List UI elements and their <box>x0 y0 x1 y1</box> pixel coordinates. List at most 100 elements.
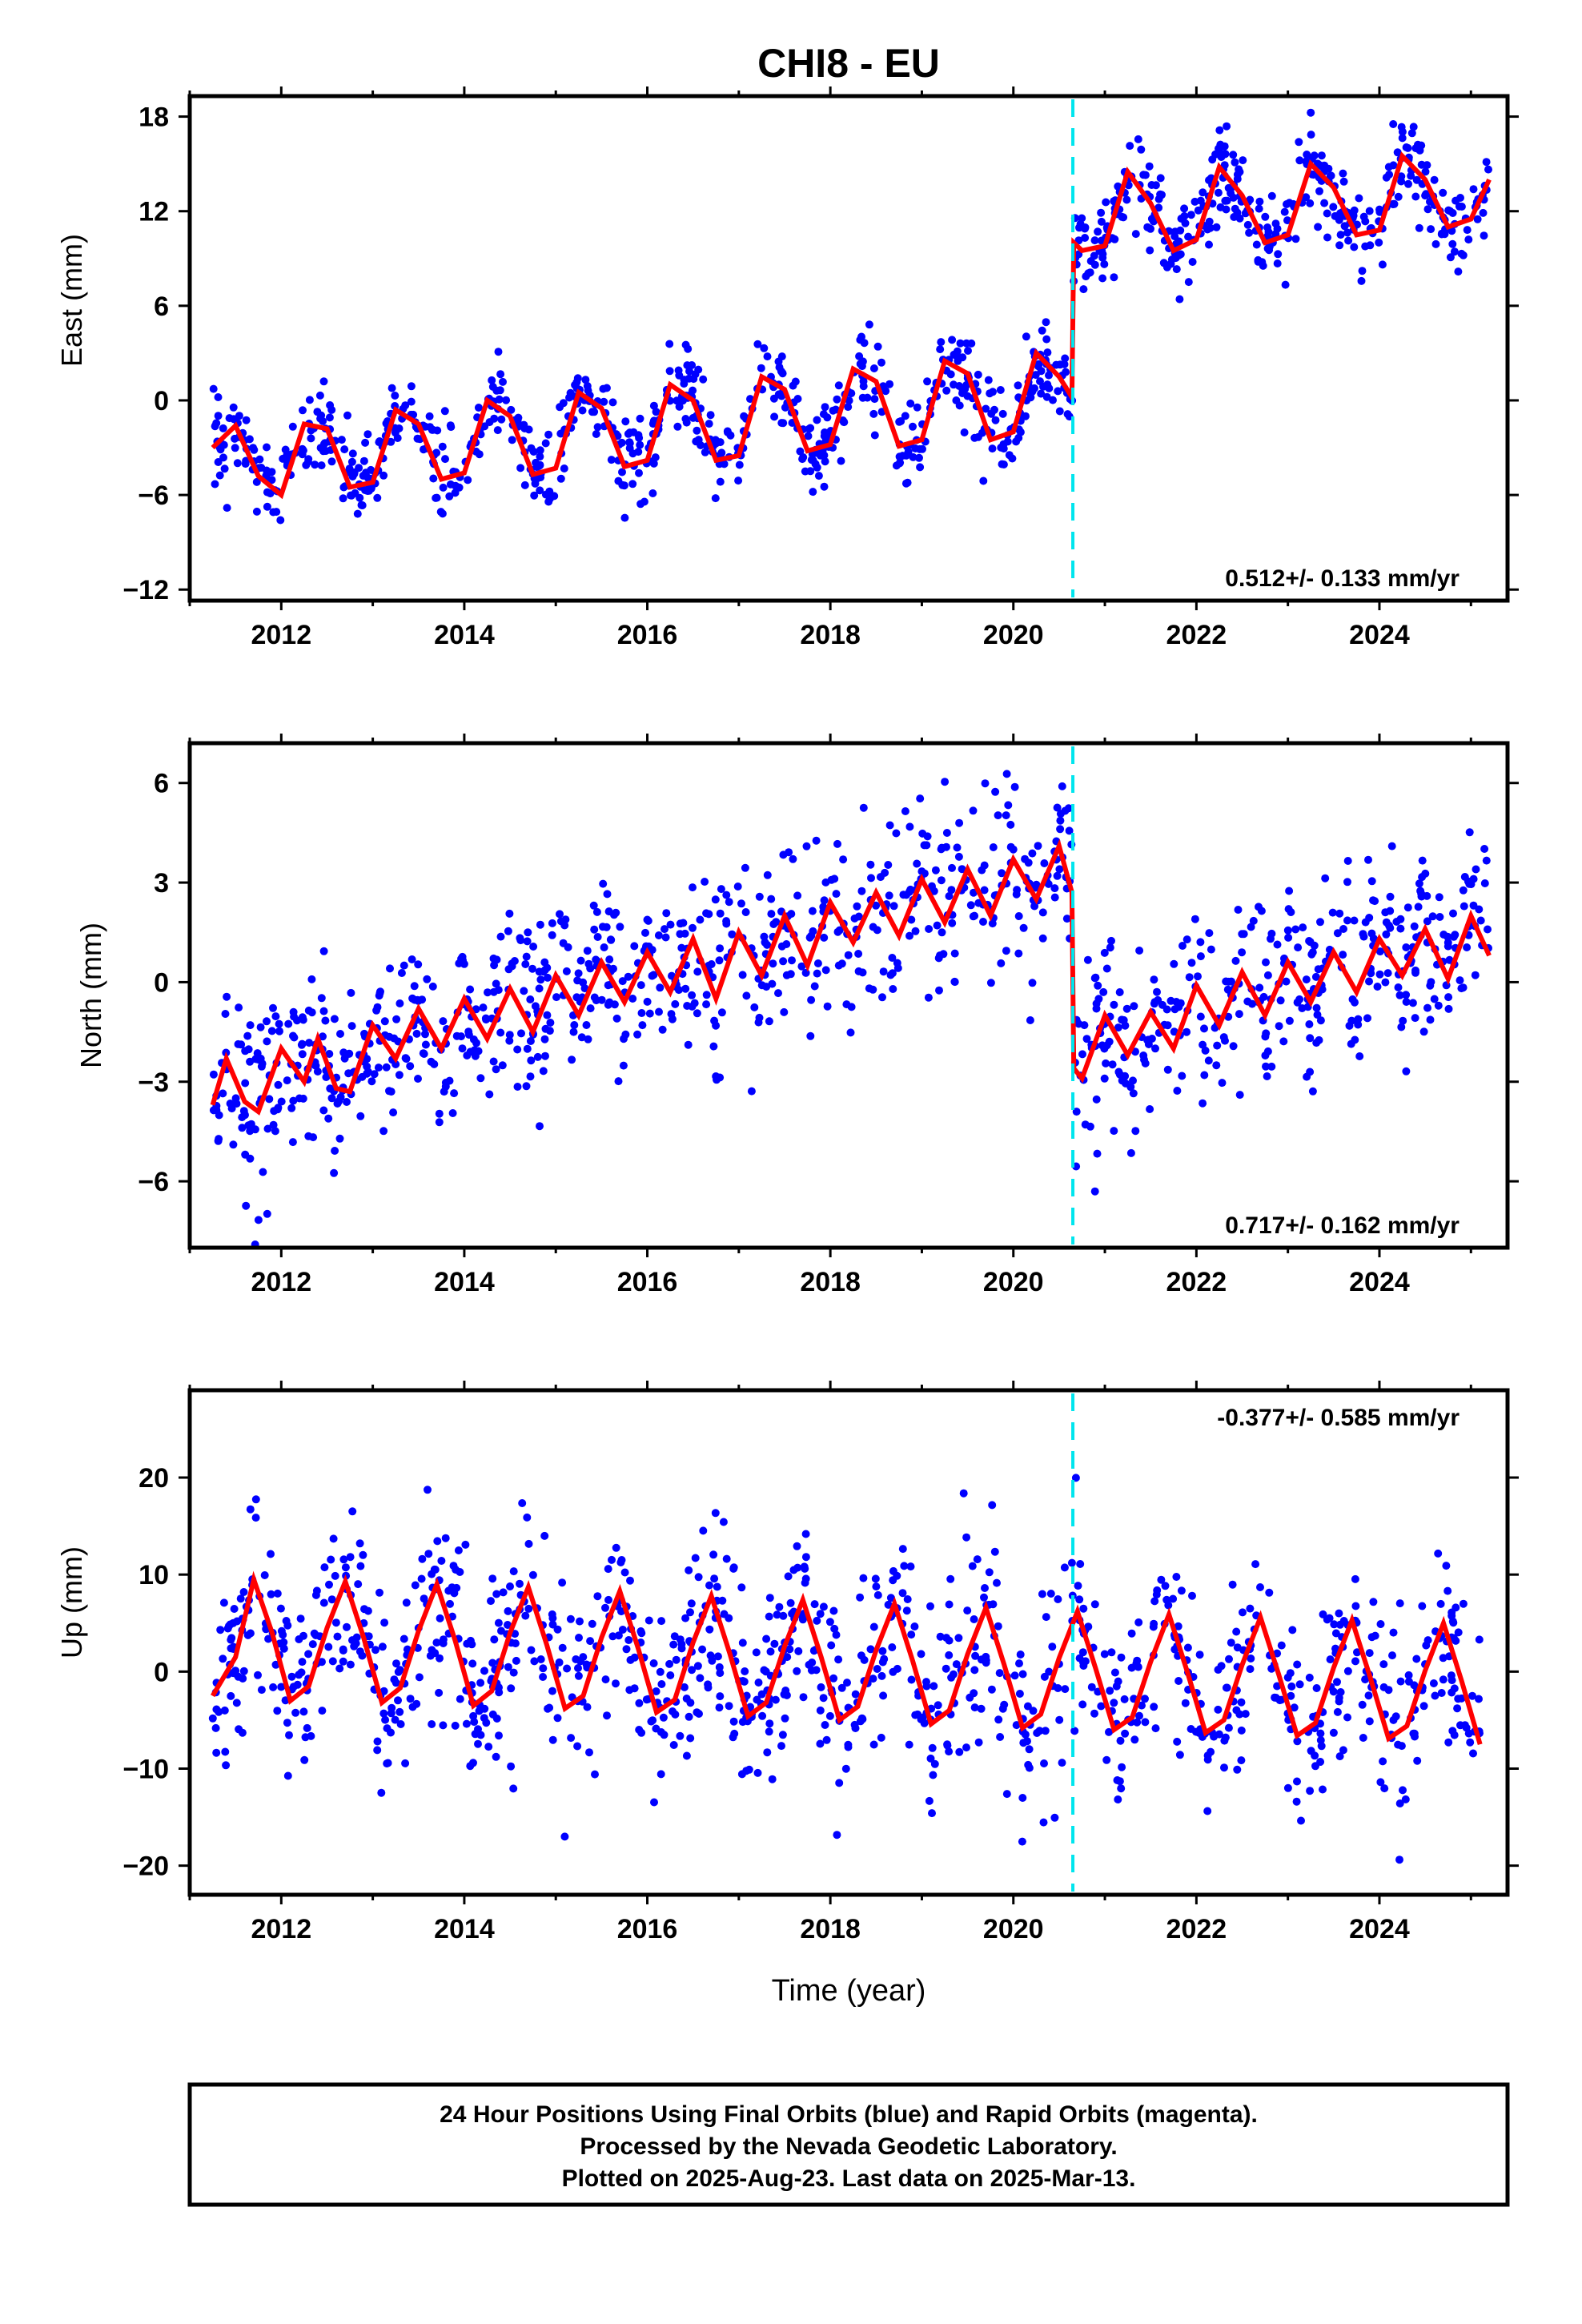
east-data-point <box>635 468 643 477</box>
up-data-point <box>930 1759 939 1768</box>
north-data-point <box>523 937 532 946</box>
east-data-point <box>560 464 568 472</box>
north-data-point <box>271 1012 280 1021</box>
north-data-point <box>1402 998 1411 1006</box>
up-data-point <box>1054 1595 1062 1603</box>
north-data-point <box>1403 903 1412 912</box>
up-data-point <box>928 1743 937 1752</box>
up-data-point <box>1078 1648 1087 1657</box>
east-data-point <box>446 480 455 489</box>
north-plot-frame <box>187 741 1510 1250</box>
up-data-point <box>585 1748 593 1757</box>
north-data-point <box>1418 873 1427 882</box>
up-rate-label: -0.377+/- 0.585 mm/yr <box>1217 1405 1460 1431</box>
north-data-point <box>1178 1072 1186 1080</box>
north-data-point <box>711 895 720 904</box>
east-data-point <box>624 429 632 438</box>
up-data-point <box>691 1554 700 1562</box>
up-data-point <box>1365 1717 1374 1726</box>
north-data-point <box>671 999 680 1008</box>
up-data-point <box>221 1747 230 1756</box>
up-data-point <box>1389 1628 1398 1637</box>
east-data-point <box>432 493 440 502</box>
north-data-point <box>335 1134 344 1143</box>
up-data-point <box>230 1605 239 1613</box>
up-data-point <box>354 1580 363 1589</box>
north-data-point <box>1279 1037 1288 1046</box>
up-data-point <box>918 1713 927 1722</box>
north-data-point <box>1411 966 1419 975</box>
up-data-point <box>1075 1595 1084 1604</box>
north-data-point <box>489 987 498 996</box>
up-data-point <box>780 1690 789 1699</box>
east-data-point <box>757 364 765 372</box>
north-data-point <box>1196 952 1205 961</box>
east-data-point <box>688 361 697 369</box>
east-data-point <box>860 339 869 348</box>
up-data-point <box>1133 1718 1142 1727</box>
north-data-point <box>1396 924 1405 933</box>
north-y-tick-label: 6 <box>154 769 169 799</box>
up-data-point <box>608 1555 616 1564</box>
up-data-point <box>765 1727 773 1736</box>
up-data-point <box>1246 1604 1255 1613</box>
up-data-point <box>1039 1818 1048 1827</box>
up-data-point <box>220 1706 229 1715</box>
east-data-point <box>464 476 472 485</box>
up-data-point <box>685 1712 693 1721</box>
north-data-point <box>614 1077 623 1086</box>
north-data-point <box>238 1124 247 1132</box>
east-data-point <box>1156 174 1165 183</box>
north-data-point <box>1484 925 1492 934</box>
up-data-point <box>304 1650 313 1659</box>
up-data-point <box>364 1632 373 1641</box>
up-data-point <box>1048 1642 1057 1651</box>
north-data-point <box>869 923 877 931</box>
north-data-point <box>423 975 432 983</box>
east-y-axis-label: East (mm) <box>55 234 88 367</box>
east-data-point <box>559 399 568 408</box>
up-data-point <box>1233 1765 1242 1774</box>
up-data-point <box>1127 1629 1136 1638</box>
east-data-point <box>391 392 400 400</box>
east-data-point <box>1343 228 1351 237</box>
east-data-point <box>804 432 813 440</box>
north-data-point <box>541 1051 549 1060</box>
east-data-point <box>674 366 683 375</box>
east-data-point <box>1437 230 1446 239</box>
up-y-tick-label: −10 <box>122 1755 169 1785</box>
north-data-point <box>1396 915 1405 923</box>
east-data-point <box>1415 146 1424 155</box>
north-data-point <box>229 1140 238 1149</box>
north-data-point <box>1459 983 1468 992</box>
east-data-point <box>640 497 648 506</box>
up-data-point <box>1018 1837 1026 1846</box>
east-data-point <box>740 412 749 420</box>
east-data-point <box>987 409 996 418</box>
east-data-point <box>1056 360 1065 369</box>
north-data-point <box>1394 983 1403 991</box>
north-data-point <box>269 1120 278 1129</box>
east-data-point <box>536 460 544 469</box>
up-data-point <box>686 1608 694 1617</box>
north-data-point <box>1196 1012 1205 1021</box>
east-data-point <box>1454 267 1463 276</box>
up-data-point <box>418 1554 427 1563</box>
east-data-point <box>1097 217 1106 226</box>
up-y-tick-label: 0 <box>154 1657 169 1687</box>
north-data-point <box>1110 1127 1118 1136</box>
east-data-point <box>497 415 506 424</box>
up-data-point <box>558 1578 567 1587</box>
east-data-point <box>211 422 219 431</box>
up-data-point <box>866 1645 875 1654</box>
north-data-point <box>907 915 916 924</box>
east-data-point <box>363 486 371 495</box>
north-data-point <box>1261 1051 1270 1059</box>
north-data-point <box>1435 913 1444 921</box>
east-data-point <box>1110 235 1119 243</box>
north-data-point <box>1294 943 1303 952</box>
up-data-point <box>417 1574 426 1583</box>
north-data-point <box>805 933 814 942</box>
east-data-point <box>1291 235 1300 243</box>
